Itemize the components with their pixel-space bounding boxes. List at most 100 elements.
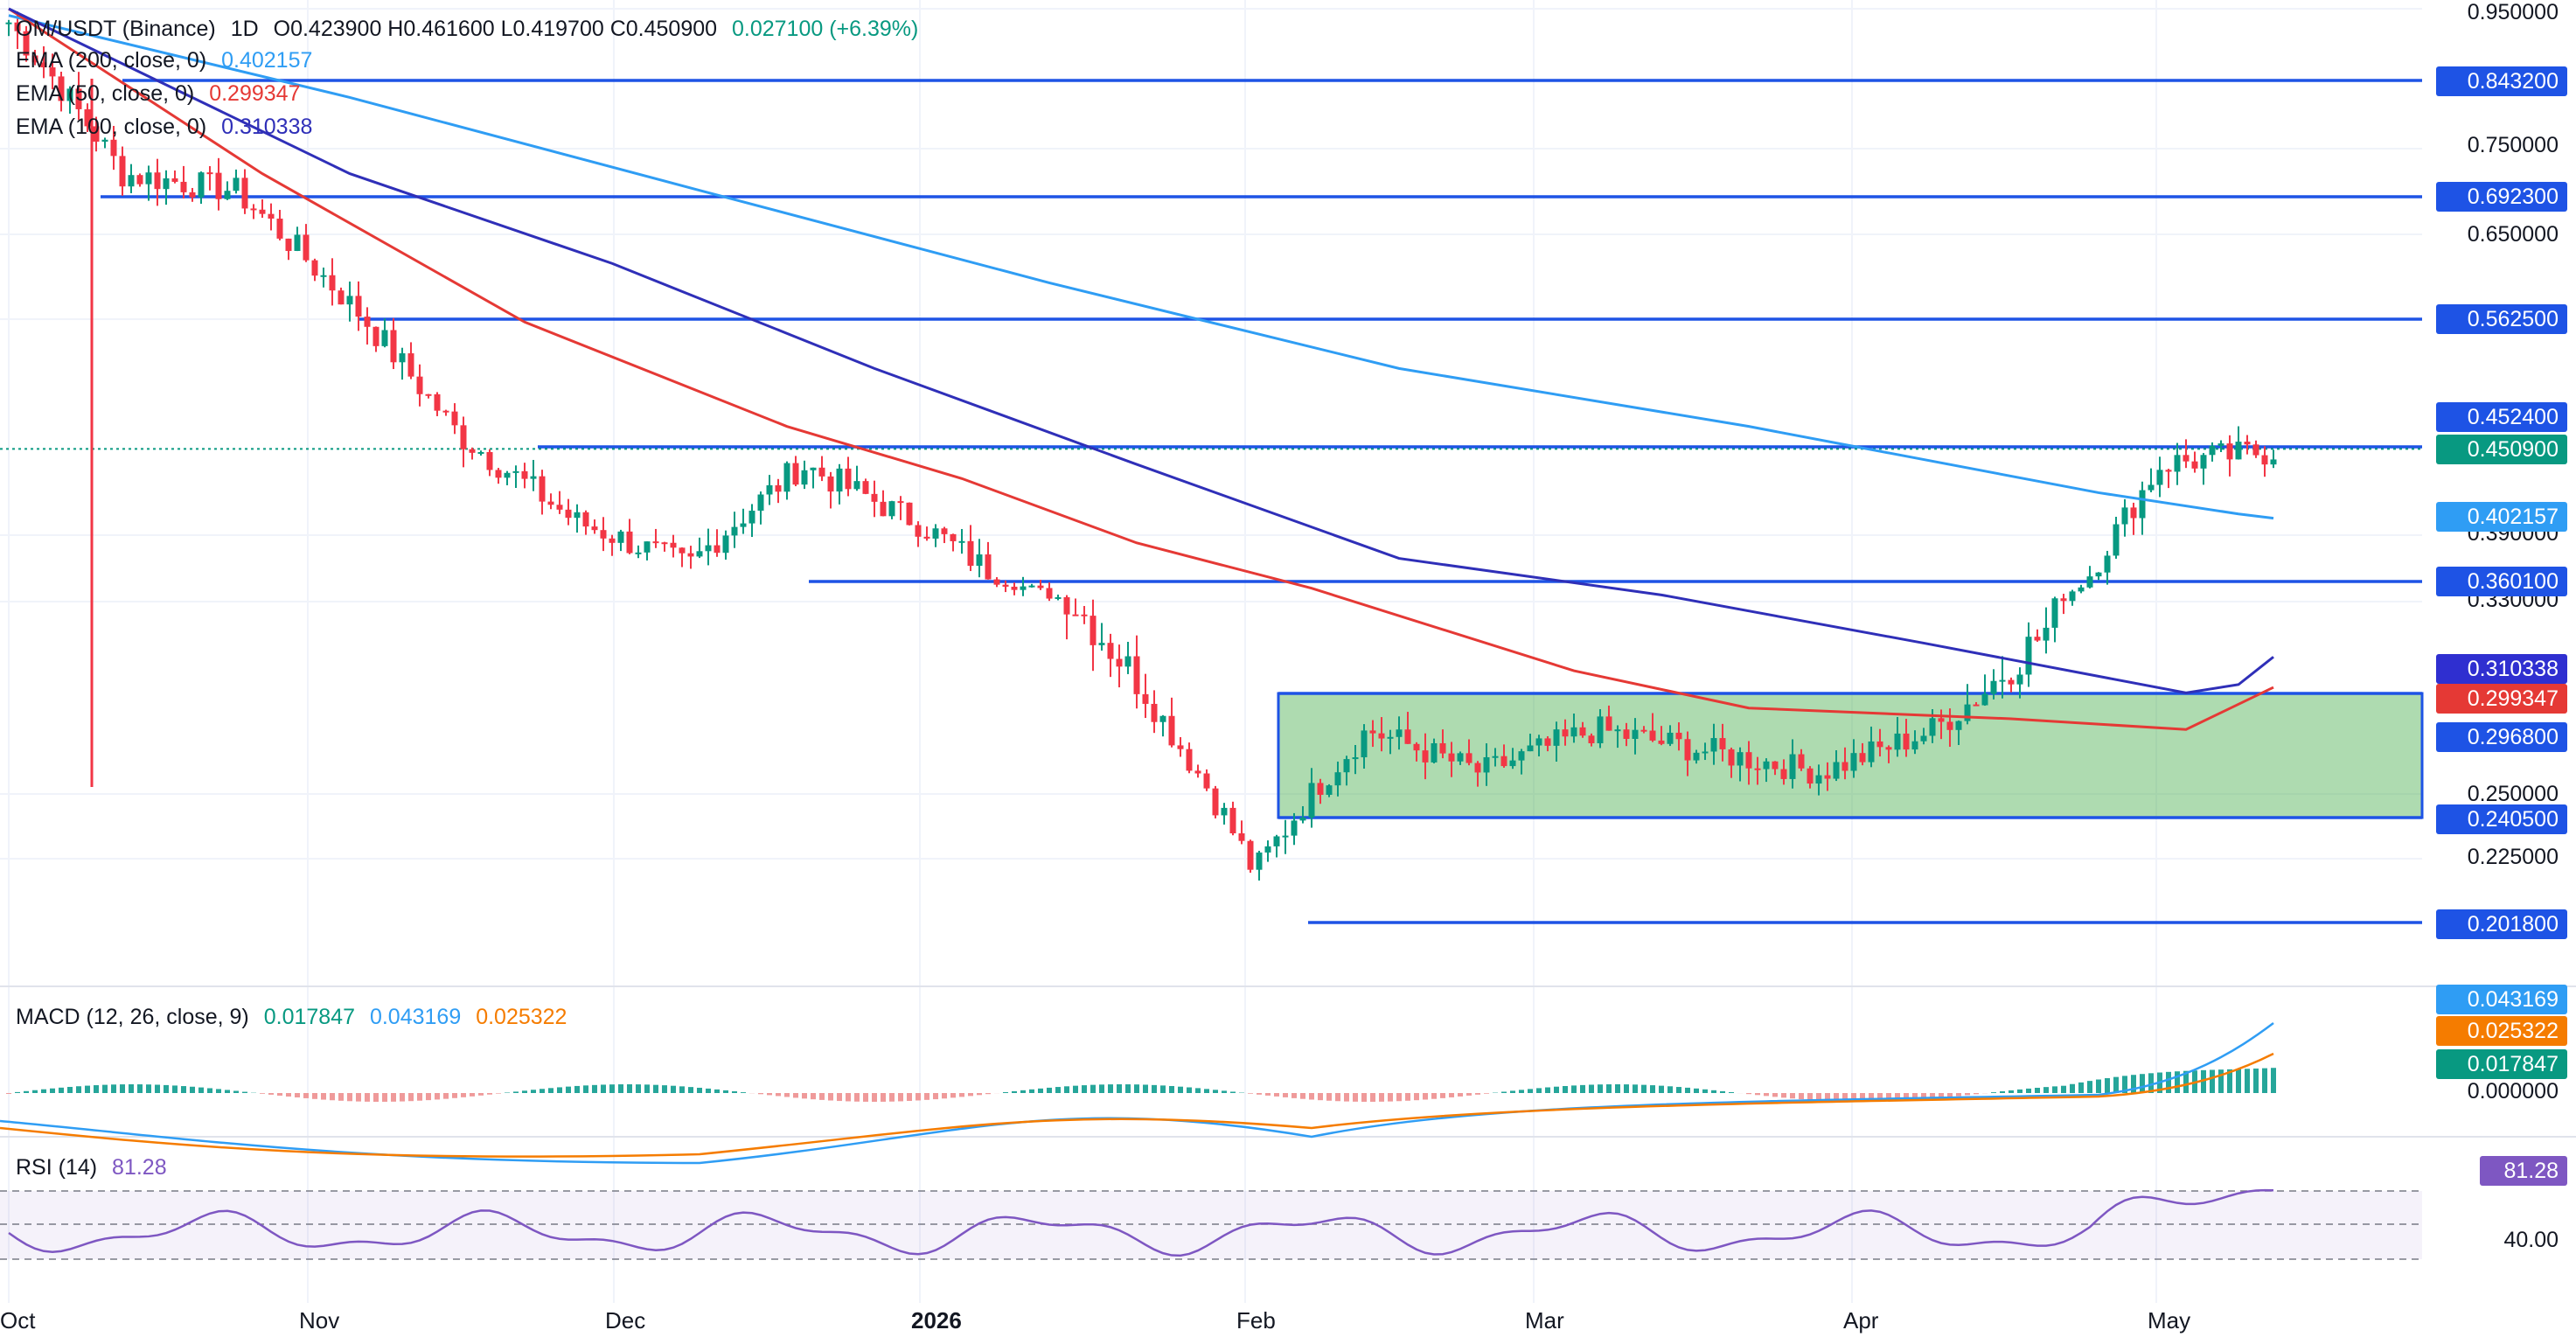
candle-body <box>2148 485 2155 491</box>
candle-body <box>1633 730 1639 739</box>
candle-body <box>1326 785 1333 795</box>
candle-body <box>487 452 493 470</box>
macd-histogram-bar <box>1003 1092 1008 1093</box>
macd-histogram-bar <box>1633 1084 1638 1093</box>
macd-histogram-bar <box>679 1086 685 1093</box>
macd-histogram-bar <box>137 1084 143 1093</box>
macd-histogram-bar <box>697 1088 702 1093</box>
macd-histogram-bar <box>1309 1093 1314 1099</box>
candle-body <box>1755 769 1761 770</box>
macd-line-tag: 0.043169 <box>2436 985 2567 1014</box>
macd-histogram-bar <box>1545 1088 1550 1093</box>
macd-histogram-bar <box>1799 1093 1804 1099</box>
macd-histogram-bar <box>1195 1088 1201 1093</box>
candle-body <box>1624 729 1630 739</box>
macd-histogram-bar <box>566 1087 571 1093</box>
candle-body <box>1178 745 1184 749</box>
candle-body <box>1257 853 1263 870</box>
candle-body <box>225 191 231 199</box>
candle-body <box>268 214 275 219</box>
macd-histogram-bar <box>1117 1084 1122 1093</box>
macd-histogram-bar <box>950 1093 956 1097</box>
level-tag[interactable]: 0.562500 <box>2436 304 2567 334</box>
level-tag[interactable]: 0.843200 <box>2436 66 2567 96</box>
candle-body <box>1974 705 1980 707</box>
candle-body <box>1379 734 1385 739</box>
ema100-tag[interactable]: 0.310338 <box>2436 654 2567 684</box>
macd-histogram-bar <box>723 1090 728 1093</box>
macd-histogram-bar <box>172 1085 178 1093</box>
symbol-timeframe: 1D <box>231 17 259 41</box>
ema200-tag[interactable]: 0.402157 <box>2436 502 2567 532</box>
candle-body <box>802 470 808 484</box>
candle-body <box>2052 598 2058 628</box>
macd-histogram-bar <box>417 1093 422 1101</box>
macd-histogram-bar <box>557 1087 562 1093</box>
candle-body <box>784 463 790 492</box>
candle-body <box>2105 555 2111 572</box>
macd-histogram-bar <box>1108 1084 1113 1093</box>
candle-body <box>1877 742 1883 747</box>
last-price-tag[interactable]: 0.450900 <box>2436 435 2567 464</box>
macd-histogram-bar <box>1554 1087 1559 1093</box>
candle-body <box>2140 491 2146 519</box>
macd-histogram-bar <box>1589 1084 1594 1093</box>
x-axis-label: Feb <box>1236 1307 1276 1334</box>
level-tag[interactable]: 0.201800 <box>2436 909 2567 939</box>
candle-body <box>1895 734 1901 749</box>
candle-body <box>601 530 607 539</box>
candle-body <box>872 494 878 502</box>
candle-body <box>233 178 240 191</box>
candle-body <box>303 234 310 260</box>
macd-histogram-bar <box>881 1093 886 1102</box>
candle-body <box>111 140 117 157</box>
macd-histogram-bar <box>443 1093 449 1099</box>
ema100-legend: EMA (100, close, 0) 0.310338 <box>16 114 321 140</box>
macd-label: MACD (12, 26, close, 9) <box>16 1005 249 1029</box>
macd-histogram-bar <box>1685 1088 1690 1093</box>
macd-histogram-bar <box>2096 1080 2101 1093</box>
level-tag[interactable]: 0.240500 <box>2436 804 2567 834</box>
macd-histogram-bar <box>872 1093 877 1102</box>
macd-histogram-bar <box>2017 1090 2023 1093</box>
candle-body <box>767 485 773 495</box>
macd-histogram-bar <box>758 1093 763 1094</box>
candle-body <box>198 172 205 198</box>
candle-body <box>1117 659 1123 667</box>
price-axis-label: 0.950000 <box>2468 0 2559 25</box>
candle-body <box>1195 770 1201 773</box>
macd-histogram-bar <box>2070 1084 2075 1093</box>
candle-body <box>1912 742 1918 749</box>
candle-body <box>443 411 449 413</box>
candle-body <box>1711 738 1717 751</box>
macd-histogram-bar <box>793 1093 798 1097</box>
macd-histogram-bar <box>1064 1086 1069 1093</box>
level-tag[interactable]: 0.360100 <box>2436 567 2567 596</box>
macd-histogram-bar <box>452 1093 457 1098</box>
macd-histogram-bar <box>811 1093 816 1099</box>
macd-histogram-bar <box>1764 1093 1769 1096</box>
macd-histogram-bar <box>977 1093 982 1095</box>
macd-histogram-bar <box>1361 1093 1367 1102</box>
candle-body <box>1930 718 1936 735</box>
candle-body <box>2043 628 2050 641</box>
level-tag[interactable]: 0.692300 <box>2436 182 2567 212</box>
candle-body <box>417 377 423 394</box>
macd-histogram-bar <box>2113 1077 2119 1093</box>
macd-histogram-bar <box>2009 1090 2014 1093</box>
macd-histogram-bar <box>1125 1084 1131 1093</box>
level-tag[interactable]: 0.296800 <box>2436 722 2567 752</box>
candle-body <box>1458 753 1464 761</box>
candle-body <box>496 470 502 477</box>
macd-hist-tag: 0.017847 <box>2436 1049 2567 1079</box>
macd-histogram-bar <box>802 1093 807 1098</box>
candle-body <box>2262 456 2268 465</box>
candle-body <box>1440 743 1446 754</box>
macd-histogram-bar <box>2140 1074 2145 1093</box>
ema50-tag[interactable]: 0.299347 <box>2436 684 2567 714</box>
level-tag[interactable]: 0.452400 <box>2436 402 2567 432</box>
candle-body <box>636 553 642 554</box>
ema50-legend: EMA (50, close, 0) 0.299347 <box>16 80 309 107</box>
